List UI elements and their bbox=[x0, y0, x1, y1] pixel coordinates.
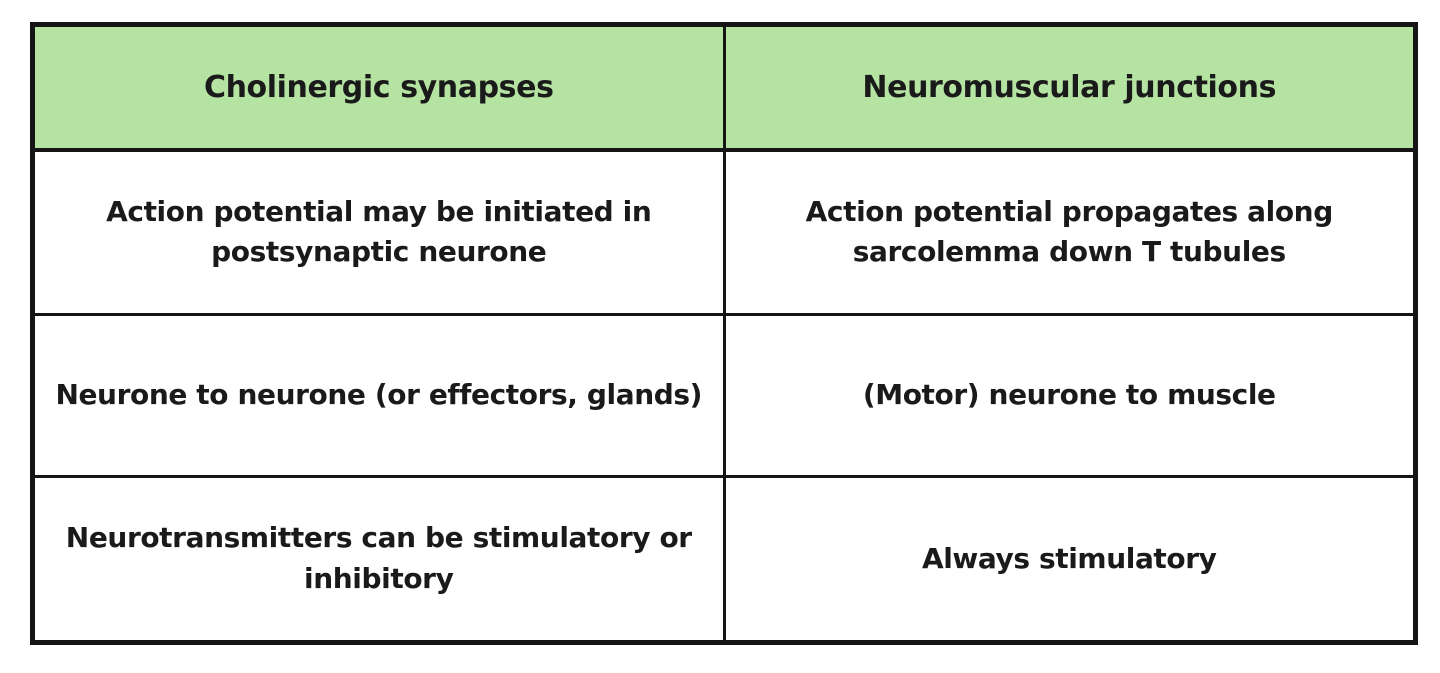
header-cell-cholinergic-synapses: Cholinergic synapses bbox=[31, 23, 726, 152]
cell-cholinergic-stimulation: Neurotransmitters can be stimulatory or … bbox=[31, 475, 726, 644]
cell-neuromuscular-action-potential: Action potential propagates along sarcol… bbox=[722, 148, 1417, 316]
table-row-action-potential: Action potential may be initiated in pos… bbox=[31, 148, 1417, 316]
cell-cholinergic-action-potential: Action potential may be initiated in pos… bbox=[31, 148, 726, 316]
cell-cholinergic-connection: Neurone to neurone (or effectors, glands… bbox=[31, 313, 726, 478]
table-row-connection-type: Neurone to neurone (or effectors, glands… bbox=[31, 313, 1417, 478]
table-row-stimulation: Neurotransmitters can be stimulatory or … bbox=[31, 475, 1417, 644]
cell-neuromuscular-connection: (Motor) neurone to muscle bbox=[722, 313, 1417, 478]
header-cell-neuromuscular-junctions: Neuromuscular junctions bbox=[722, 23, 1417, 152]
comparison-table: Cholinergic synapses Neuromuscular junct… bbox=[30, 22, 1418, 645]
header-row: Cholinergic synapses Neuromuscular junct… bbox=[31, 23, 1417, 152]
cell-neuromuscular-stimulation: Always stimulatory bbox=[722, 475, 1417, 644]
